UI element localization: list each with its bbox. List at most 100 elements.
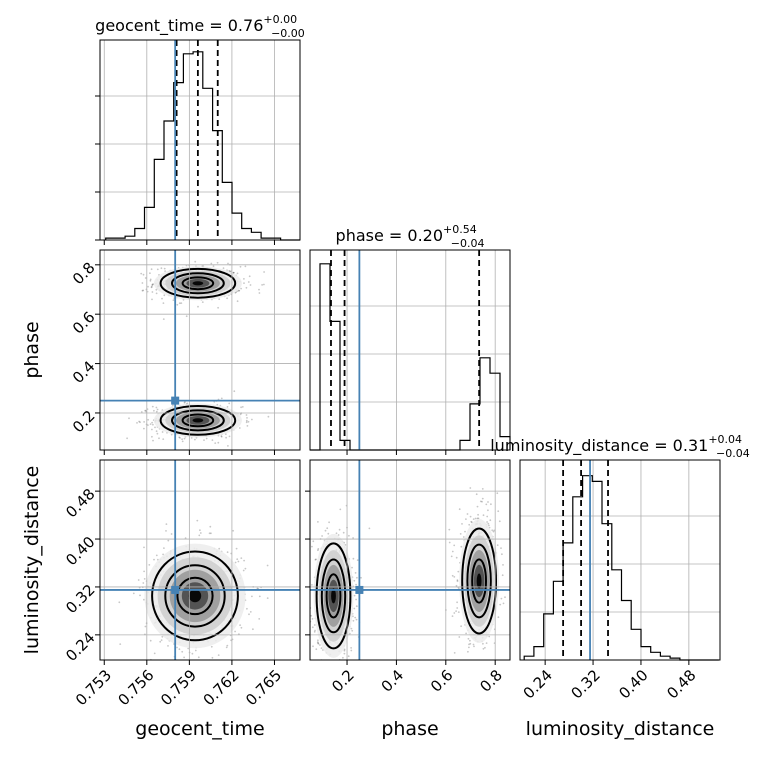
xtick-label-geocent_time: 0.762 — [200, 666, 243, 709]
x-axis-label-luminosity_distance: luminosity_distance — [526, 718, 715, 740]
panel-phase_vs_geocent_time-sample-point — [217, 441, 220, 444]
panel-phase_vs_geocent_time-sample-point — [249, 284, 252, 286]
panel-luminosity_distance_vs_geocent_time-sample-point — [226, 644, 229, 647]
panel-luminosity_distance_vs_phase-sample-point — [504, 596, 506, 599]
panel-phase_vs_geocent_time-sample-point — [228, 435, 231, 438]
panel-luminosity_distance_vs_phase-sample-point — [497, 510, 500, 513]
panel-luminosity_distance_vs_phase-sample-point — [343, 648, 346, 651]
panel-luminosity_distance_vs_phase-density-level — [331, 588, 336, 604]
panel-phase_vs_geocent_time-sample-point — [247, 420, 250, 423]
panel-luminosity_distance_vs_phase-sample-point — [488, 635, 491, 638]
panel-phase_vs_geocent_time-sample-point — [237, 289, 240, 292]
panel-luminosity_distance_vs_phase-sample-point — [487, 501, 489, 503]
panel-luminosity_distance_vs_phase-sample-point — [490, 503, 492, 506]
panel-phase_vs_geocent_time-sample-point — [178, 302, 181, 305]
panel-luminosity_distance_vs_phase-sample-point — [317, 548, 320, 550]
panel-phase_vs_geocent_time-sample-point — [244, 265, 247, 268]
panel-luminosity_distance_vs_geocent_time-sample-point — [183, 656, 186, 659]
title-minus-error: −0.00 — [271, 27, 305, 40]
panel-phase_vs_geocent_time-contour — [181, 276, 215, 291]
panel-luminosity_distance_vs_phase-sample-point — [472, 643, 475, 646]
panel-luminosity_distance_vs_phase-sample-point — [465, 632, 467, 635]
panel-phase_vs_geocent_time-frame — [99, 249, 301, 451]
panel-luminosity_distance_vs_phase-sample-point — [465, 518, 467, 520]
panel-luminosity_distance_vs_phase-sample-point — [472, 518, 475, 520]
panel-luminosity_distance_vs_phase-sample-point — [501, 553, 503, 556]
panel-luminosity_distance_vs_phase-sample-point — [482, 661, 484, 663]
panel-luminosity_distance_vs_phase-sample-point — [456, 580, 459, 583]
panel-luminosity_distance_vs_geocent_time-contour — [164, 564, 226, 628]
ytick-label-luminosity_distance: 0.40 — [62, 533, 98, 569]
panel-phase_vs_geocent_time-sample-point — [258, 292, 261, 294]
panel-luminosity_distance_vs_geocent_time-sample-point — [232, 529, 235, 532]
panel-luminosity_distance_vs_phase-sample-point — [352, 615, 354, 618]
panel-phase_vs_geocent_time-sample-point — [245, 421, 248, 424]
panel-phase_vs_geocent_time-sample-point — [226, 297, 229, 300]
panel-phase_vs_geocent_time-sample-point — [245, 419, 248, 422]
panel-luminosity_distance_vs_geocent_time-sample-point — [239, 624, 242, 626]
panel-luminosity_distance_vs_phase-sample-point — [317, 549, 319, 552]
panel-phase_vs_geocent_time-sample-point — [185, 315, 188, 318]
title-plus-error: +0.54 — [443, 223, 477, 236]
panel-luminosity_distance_vs_geocent_time-sample-point — [143, 546, 145, 549]
title-minus-error: −0.04 — [716, 447, 750, 460]
panel-hist-geocent_time-frame — [99, 39, 301, 241]
panel-phase_vs_geocent_time-sample-point — [147, 424, 149, 426]
panel-phase_vs_geocent_time-sample-point — [190, 437, 193, 439]
panel-phase_vs_geocent_time-sample-point — [194, 438, 196, 441]
panel-luminosity_distance_vs_geocent_time-sample-point — [244, 567, 247, 570]
panel-phase_vs_geocent_time-samples — [108, 260, 270, 447]
panel-luminosity_distance_vs_geocent_time-sample-point — [199, 532, 202, 534]
panel-luminosity_distance_vs_phase-sample-point — [468, 643, 470, 646]
panel-luminosity_distance_vs_phase-sample-point — [355, 583, 357, 586]
panel-phase_vs_geocent_time-sample-point — [263, 271, 265, 273]
panel-luminosity_distance_vs_phase-sample-point — [498, 520, 501, 523]
panel-hist-geocent_time-histogram — [105, 51, 300, 241]
panel-luminosity_distance_vs_phase-sample-point — [460, 545, 463, 548]
panel-luminosity_distance_vs_phase-sample-point — [354, 616, 357, 619]
panel-luminosity_distance_vs_phase-sample-point — [467, 637, 470, 640]
panel-phase_vs_geocent_time-sample-point — [141, 282, 144, 284]
panel-phase_vs_geocent_time-sample-point — [141, 289, 144, 292]
panel-phase_vs_geocent_time-sample-point — [217, 306, 220, 309]
panel-luminosity_distance_vs_geocent_time-sample-point — [249, 611, 252, 613]
panel-luminosity_distance_vs_phase-sample-point — [491, 529, 494, 532]
panel-luminosity_distance_vs_phase-sample-point — [311, 545, 313, 548]
panel-luminosity_distance_vs_geocent_time-sample-point — [243, 559, 246, 562]
panel-phase_vs_geocent_time-sample-point — [151, 291, 154, 293]
panel-luminosity_distance_vs_geocent_time-sample-point — [240, 626, 243, 629]
panel-phase_vs_geocent_time-sample-point — [138, 420, 141, 423]
panel-luminosity_distance_vs_phase-sample-point — [476, 517, 479, 520]
panel-luminosity_distance_vs_geocent_time-sample-point — [199, 529, 201, 532]
panel-luminosity_distance_vs_geocent_time-sample-point — [170, 533, 173, 535]
panel-luminosity_distance_vs_phase-sample-point — [464, 530, 466, 533]
panel-phase_vs_geocent_time-sample-point — [197, 305, 199, 308]
panel-luminosity_distance_vs_geocent_time-sample-point — [242, 569, 245, 572]
panel-luminosity_distance_vs_geocent_time-sample-point — [208, 532, 211, 535]
panel-luminosity_distance_vs_geocent_time-samples — [118, 519, 269, 666]
panel-phase_vs_geocent_time-sample-point — [230, 270, 232, 272]
panel-luminosity_distance_vs_phase-sample-point — [482, 647, 485, 650]
panel-phase_vs_geocent_time-sample-point — [183, 401, 186, 404]
panel-luminosity_distance_vs_phase-sample-point — [308, 607, 310, 609]
panel-luminosity_distance_vs_geocent_time-sample-point — [118, 601, 121, 604]
panel-luminosity_distance_vs_geocent_time-sample-point — [198, 534, 201, 537]
panel-luminosity_distance_vs_phase-contour — [325, 573, 342, 619]
panel-luminosity_distance_vs_phase-sample-point — [328, 521, 330, 524]
panel-luminosity_distance_vs_phase-sample-point — [453, 612, 456, 614]
panel-luminosity_distance_vs_geocent_time-sample-point — [143, 570, 146, 573]
panel-phase_vs_geocent_time-sample-point — [228, 402, 231, 405]
panel-luminosity_distance_vs_phase-sample-point — [482, 642, 484, 645]
panel-luminosity_distance_vs_phase-sample-point — [466, 513, 469, 515]
panel-luminosity_distance_vs_phase-sample-point — [317, 639, 319, 642]
xtick-label-geocent_time: 0.753 — [72, 666, 115, 709]
panel-luminosity_distance_vs_phase-sample-point — [486, 515, 489, 518]
panel-phase_vs_geocent_time-sample-point — [225, 436, 228, 439]
panel-luminosity_distance_vs_phase-sample-point — [311, 618, 314, 620]
panel-luminosity_distance_vs_phase-sample-point — [337, 663, 339, 665]
panel-luminosity_distance_vs_phase-contour — [471, 558, 488, 604]
panel-luminosity_distance_vs_phase-sample-point — [451, 550, 454, 553]
panel-luminosity_distance_vs_phase-sample-point — [486, 521, 488, 523]
panel-luminosity_distance_vs_phase-sample-point — [482, 514, 485, 517]
panel-luminosity_distance_vs_geocent_time-sample-point — [227, 664, 229, 666]
